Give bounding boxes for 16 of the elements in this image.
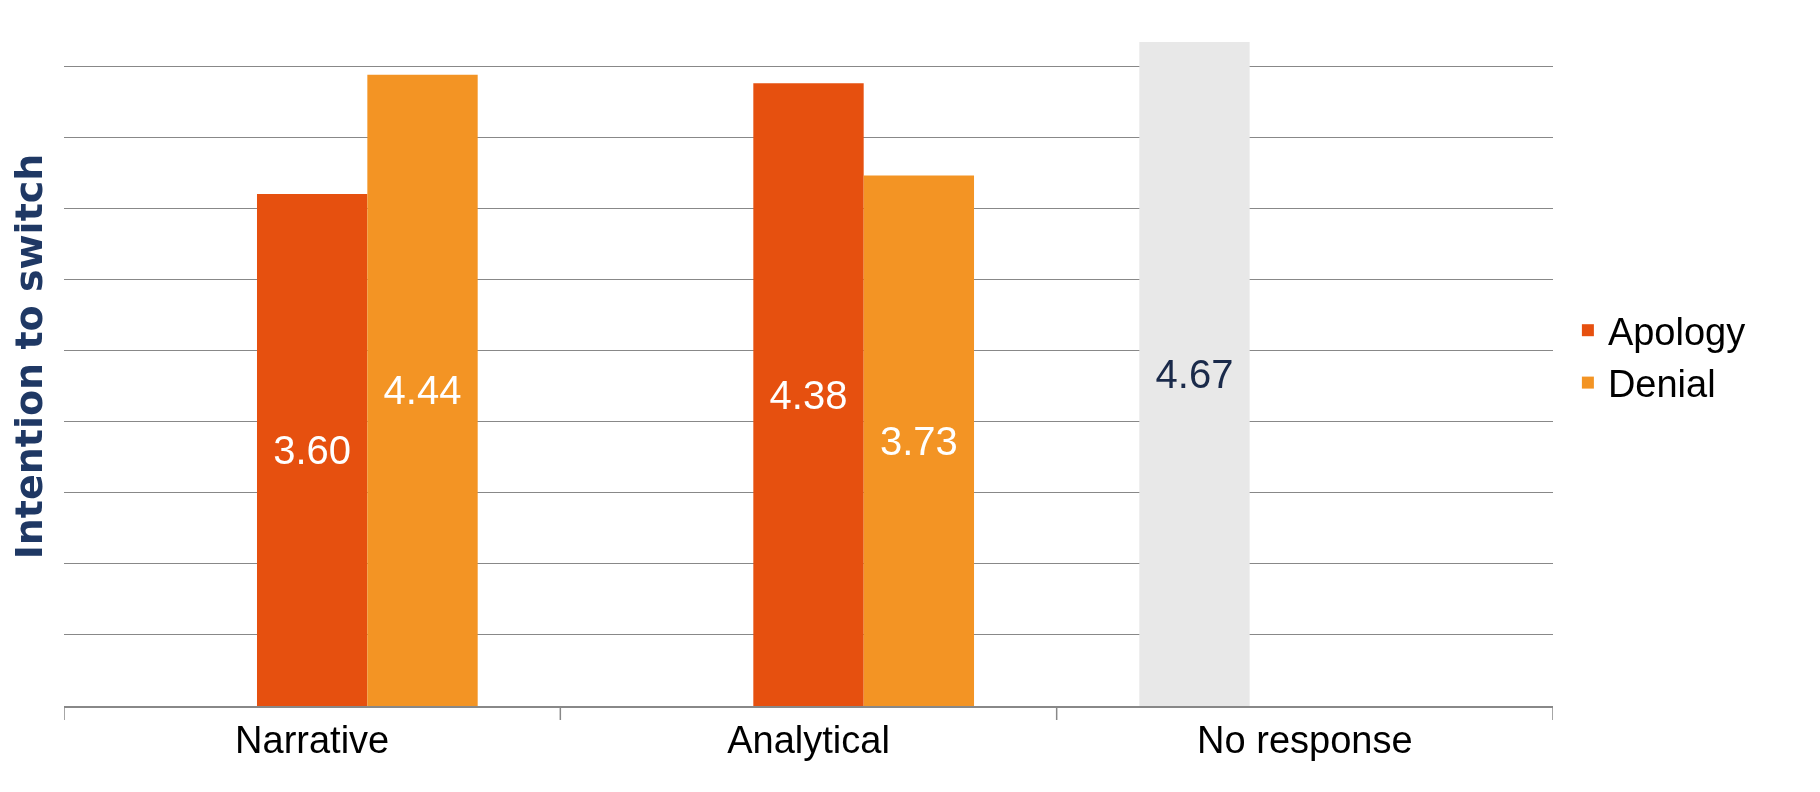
bar [863, 175, 975, 706]
data-label: 4.67 [1155, 351, 1234, 396]
bar [1139, 41, 1250, 706]
x-tick-label: Narrative [235, 719, 390, 762]
x-tick-label: No response [1197, 719, 1413, 762]
x-tick-label: Analytical [727, 719, 890, 762]
y-axis-title: Intention to switch [7, 153, 52, 560]
legend-label: Apology [1607, 311, 1746, 354]
data-label: 4.38 [769, 372, 848, 417]
bar [753, 83, 864, 706]
bar [256, 194, 368, 706]
data-label: 3.73 [879, 418, 958, 463]
legend-label: Denial [1607, 363, 1716, 406]
bar [367, 74, 478, 706]
data-label: 3.60 [273, 428, 352, 473]
data-label: 4.44 [383, 368, 462, 413]
